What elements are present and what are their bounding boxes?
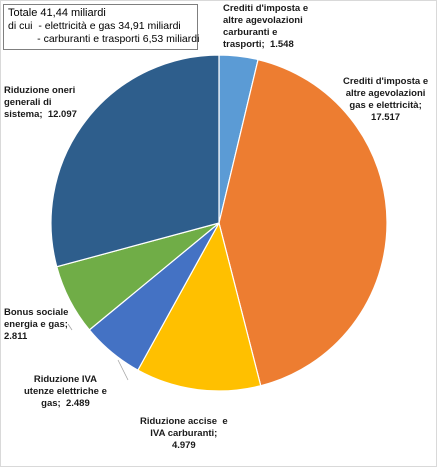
slice-label-vat-utilities: Riduzione IVA utenze elettriche e gas; 2… [24, 374, 107, 409]
slice-label-fuel-credits: Crediti d'imposta e altre agevolazioni c… [223, 3, 309, 50]
slice-label-gas-electricity-credits: Crediti d'imposta e altre agevolazioni g… [343, 76, 429, 123]
slice-label-excise-fuel: Riduzione accise e IVA carburanti; 4.979 [140, 416, 228, 451]
totals-summary-box: Totale 41,44 miliardi di cui - elettrici… [3, 4, 200, 50]
leader-line-1 [67, 323, 73, 331]
leader-line-0 [117, 359, 129, 381]
slice-label-social-bonus: Bonus sociale energia e gas; 2.811 [4, 307, 69, 342]
pie-slice-riduzione-oneri-generali-di-sistema [50, 54, 220, 268]
pie-slice-crediti-d-imposta-e-altre-agevolazioni-gas-e-elettricit [218, 58, 388, 387]
pie-slice-riduzione-accise-e-iva-carburanti [137, 221, 262, 392]
totals-fuel-transport: - carburanti e trasporti 6,53 miliardi [8, 33, 200, 45]
totals-electricity-gas: di cui - elettricità e gas 34,91 miliard… [8, 20, 181, 32]
totals-title: Totale 41,44 miliardi [8, 7, 106, 19]
slice-label-system-charges: Riduzione oneri generali di sistema; 12.… [4, 85, 77, 120]
